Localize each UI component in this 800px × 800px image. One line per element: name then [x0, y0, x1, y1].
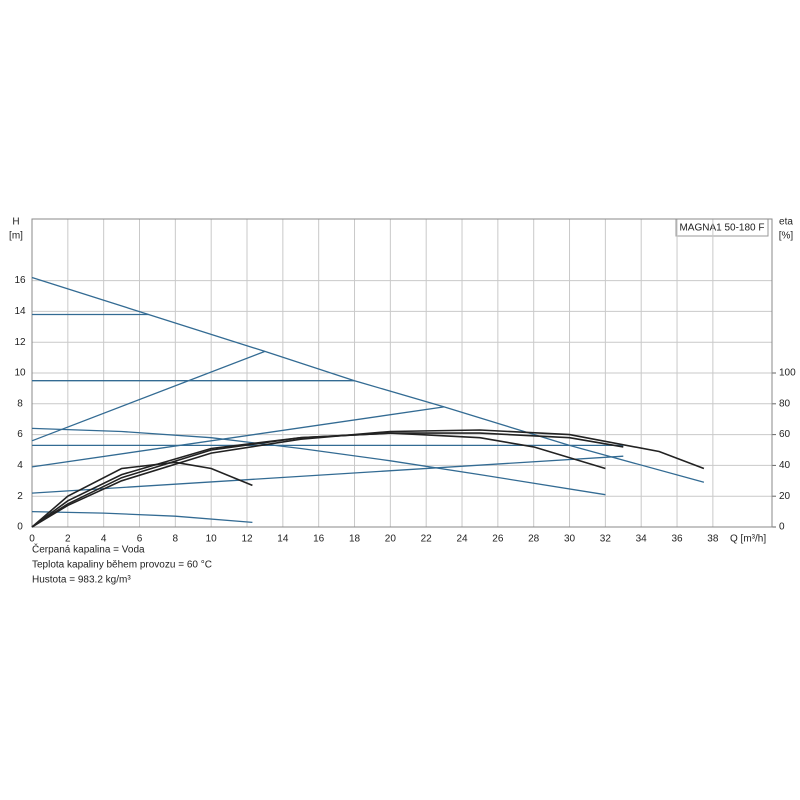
y-tick-label: 6 [17, 429, 23, 440]
x-tick-label: 24 [456, 534, 468, 545]
x-tick-label: 30 [564, 534, 576, 545]
curve [31, 432, 606, 528]
y-tick-label: 8 [17, 398, 23, 409]
x-tick-label: 4 [101, 534, 107, 545]
x-tick-label: 8 [173, 534, 179, 545]
x-tick-label: 18 [349, 534, 361, 545]
x-tick-label: 2 [65, 534, 71, 545]
y2-tick-label: 0 [779, 522, 785, 533]
curve [31, 510, 253, 524]
x-tick-label: 10 [206, 534, 218, 545]
note: Hustota = 983.2 kg/m³ [32, 575, 131, 586]
x-tick-label: 26 [492, 534, 504, 545]
y-label: H [12, 217, 19, 228]
note: Čerpaná kapalina = Voda [32, 543, 145, 556]
y-tick-label: 4 [17, 460, 23, 471]
y2-tick-label: 80 [779, 398, 791, 409]
y-unit: [m] [9, 231, 23, 242]
x-tick-label: 20 [385, 534, 397, 545]
y2-label: eta [779, 217, 793, 228]
x-tick-label: 22 [421, 534, 433, 545]
note: Teplota kapaliny během provozu = 60 °C [32, 560, 212, 571]
plot-frame [31, 218, 773, 528]
chart-title: MAGNA1 50-180 F [679, 223, 764, 234]
x-tick-label: 16 [313, 534, 325, 545]
y2-tick-label: 40 [779, 460, 791, 471]
curve [31, 406, 445, 468]
x-tick-label: 32 [600, 534, 612, 545]
y2-tick-label: 20 [779, 491, 791, 502]
y-tick-label: 0 [17, 522, 23, 533]
y-tick-label: 10 [14, 368, 26, 379]
x-label: Q [m³/h] [730, 534, 766, 545]
y2-unit: [%] [779, 231, 794, 242]
curve [31, 461, 253, 528]
x-tick-label: 0 [29, 534, 35, 545]
x-tick-label: 14 [277, 534, 289, 545]
curve [31, 350, 266, 442]
x-tick-label: 6 [137, 534, 143, 545]
y-tick-label: 2 [17, 491, 23, 502]
curve [31, 429, 705, 528]
y2-tick-label: 60 [779, 429, 791, 440]
x-tick-label: 36 [671, 534, 683, 545]
y-tick-label: 12 [14, 337, 26, 348]
y-tick-label: 14 [14, 306, 26, 317]
x-tick-label: 12 [241, 534, 253, 545]
curve [31, 427, 606, 496]
y2-tick-label: 100 [779, 368, 796, 379]
x-tick-label: 28 [528, 534, 540, 545]
x-tick-label: 38 [707, 534, 719, 545]
x-tick-label: 34 [636, 534, 648, 545]
y-tick-label: 16 [14, 275, 26, 286]
curve [31, 455, 624, 494]
